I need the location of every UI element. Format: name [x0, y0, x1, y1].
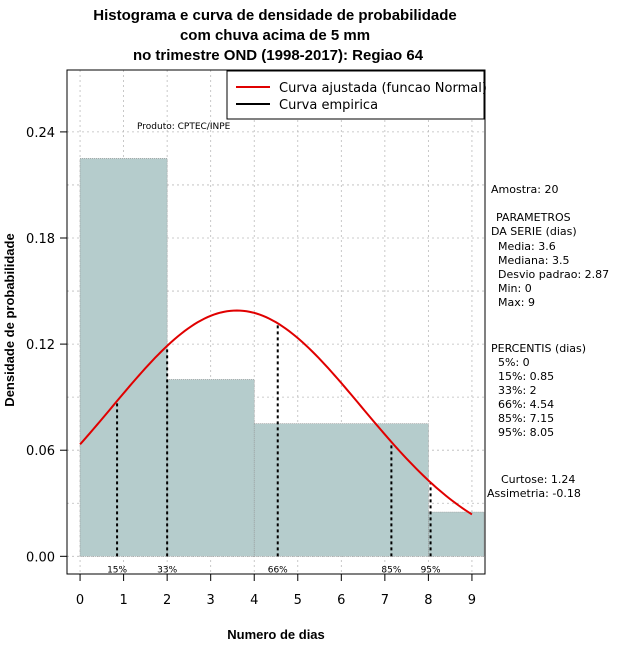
- y-tick-label-2: 0.12: [26, 338, 55, 353]
- histogram-bar-2: [253, 423, 429, 557]
- y-axis-label: Densidade de probabilidade: [2, 233, 17, 406]
- legend-box: [226, 70, 485, 120]
- bars-layer: [79, 158, 485, 557]
- chart-title-line-1: Histograma e curva de densidade de proba…: [93, 7, 456, 24]
- x-tick-label-7: 7: [381, 593, 389, 608]
- chart-title-line-2: com chuva acima de 5 mm: [180, 27, 370, 44]
- params-title-2: DA SERIE (dias): [491, 225, 577, 238]
- x-tick-label-0: 0: [76, 593, 84, 608]
- percentil-15: 15%: 0.85: [498, 370, 554, 383]
- legend: Curva ajustada (funcao Normal) Curva emp…: [226, 70, 487, 120]
- legend-label-fitted: Curva ajustada (funcao Normal): [279, 81, 487, 96]
- percentile-label-0: 15%: [107, 565, 127, 575]
- percentile-label-4: 95%: [421, 565, 441, 575]
- axes-layer: 0 1 2 3 4 5 6 7 8 9 0.00 0.06 0.12 0.18 0.24: [26, 126, 476, 608]
- histogram-bar-0: [79, 158, 168, 557]
- y-tick-label-3: 0.18: [26, 232, 55, 247]
- param-mediana: Mediana: 3.5: [498, 254, 569, 267]
- side-panel: Amostra: 20 PARAMETROS DA SERIE (dias) M…: [487, 183, 609, 500]
- percentile-label-3: 85%: [381, 565, 401, 575]
- param-media: Media: 3.6: [498, 240, 556, 253]
- percentil-5: 5%: 0: [498, 356, 530, 369]
- x-tick-label-6: 6: [337, 593, 345, 608]
- histogram-bar-1: [166, 379, 255, 557]
- percentile-markers-layer: 15% 33% 66% 85% 95%: [107, 323, 441, 575]
- x-tick-label-9: 9: [468, 593, 476, 608]
- x-axis-label: Numero de dias: [227, 627, 325, 642]
- x-tick-label-8: 8: [424, 593, 432, 608]
- histogram-bar-3: [428, 511, 485, 557]
- param-min: Min: 0: [498, 282, 532, 295]
- percentile-label-2: 66%: [268, 565, 288, 575]
- percentil-85: 85%: 7.15: [498, 412, 554, 425]
- percentil-66: 66%: 4.54: [498, 398, 554, 411]
- percentil-33: 33%: 2: [498, 384, 537, 397]
- percentile-label-1: 33%: [157, 565, 177, 575]
- x-tick-label-5: 5: [294, 593, 302, 608]
- y-tick-label-1: 0.06: [26, 444, 55, 459]
- x-tick-label-1: 1: [119, 593, 127, 608]
- plot-frame: [66, 69, 486, 575]
- sample-size: Amostra: 20: [491, 183, 558, 196]
- param-desvio: Desvio padrao: 2.87: [498, 268, 609, 281]
- curtose: Curtose: 1.24: [501, 473, 575, 486]
- percentil-95: 95%: 8.05: [498, 426, 554, 439]
- chart-title-line-3: no trimestre OND (1998-2017): Regiao 64: [133, 47, 424, 64]
- x-tick-label-3: 3: [207, 593, 215, 608]
- params-title-1: PARAMETROS: [496, 211, 571, 224]
- x-tick-label-2: 2: [163, 593, 171, 608]
- legend-label-empirical: Curva empirica: [279, 98, 378, 113]
- producer-note: Produto: CPTEC/INPE: [137, 122, 231, 132]
- curve-layer: [79, 309, 473, 516]
- normal-curve: [79, 309, 473, 516]
- percentis-title: PERCENTIS (dias): [491, 342, 586, 355]
- param-max: Max: 9: [498, 296, 535, 309]
- y-tick-label-0: 0.00: [26, 550, 55, 565]
- assimetria: Assimetria: -0.18: [487, 487, 581, 500]
- x-tick-label-4: 4: [250, 593, 258, 608]
- y-tick-label-4: 0.24: [26, 126, 55, 141]
